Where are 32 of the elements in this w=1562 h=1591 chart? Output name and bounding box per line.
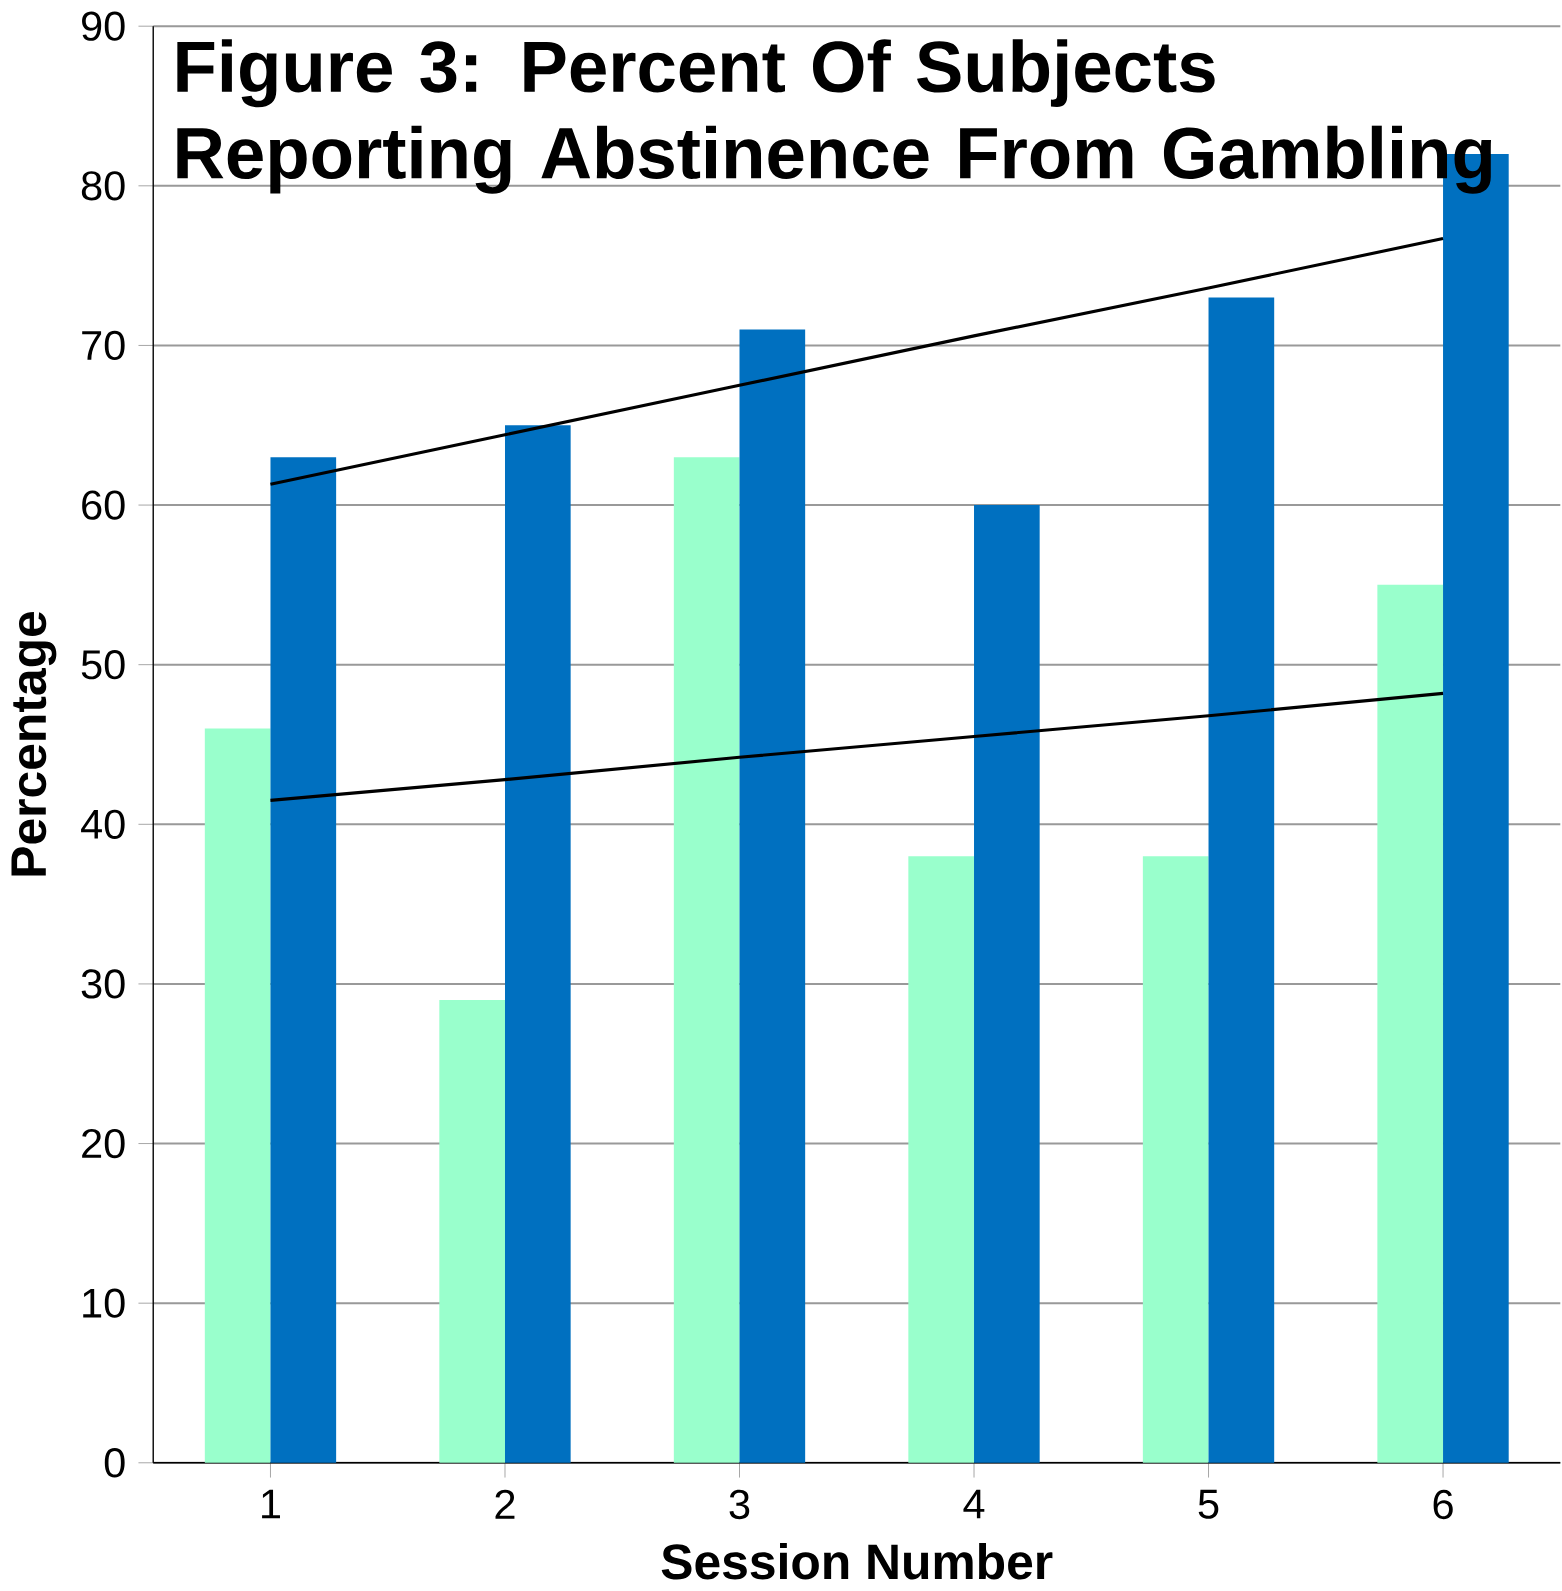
x-tick-label: 4 bbox=[963, 1489, 985, 1519]
bar bbox=[908, 856, 975, 1463]
y-tick-label: 60 bbox=[82, 490, 125, 520]
y-tick-label: 20 bbox=[82, 1128, 125, 1159]
bar bbox=[1143, 856, 1209, 1463]
bar bbox=[439, 999, 506, 1463]
y-tick-label: 30 bbox=[81, 969, 125, 999]
bar bbox=[674, 457, 740, 1463]
line-series bbox=[269, 236, 1445, 486]
bar bbox=[1377, 584, 1444, 1463]
y-axis-title: Percentage bbox=[11, 611, 57, 876]
x-tick-label: 2 bbox=[495, 1489, 515, 1519]
line-series bbox=[269, 691, 1445, 802]
bar bbox=[739, 329, 806, 1463]
bar bbox=[974, 505, 1040, 1463]
bar bbox=[505, 425, 571, 1463]
x-tick-label: 6 bbox=[1433, 1489, 1453, 1520]
y-tick-label: 70 bbox=[82, 330, 125, 361]
y-tick-label: 80 bbox=[82, 171, 125, 201]
text: Figure 3: Percent Of Subjects Reporting Abstinence From Gambling bbox=[177, 39, 1492, 194]
bar bbox=[270, 457, 337, 1463]
x-axis-title: Session Number bbox=[661, 1542, 1053, 1580]
y-tick-label: 40 bbox=[81, 809, 125, 839]
x-tick-label: 5 bbox=[1198, 1489, 1219, 1519]
bar bbox=[1208, 297, 1275, 1463]
y-tick-label: 0 bbox=[105, 1448, 125, 1478]
y-tick-label: 10 bbox=[83, 1288, 125, 1318]
bar bbox=[205, 728, 271, 1463]
y-tick-label: 50 bbox=[81, 650, 125, 680]
x-tick-label: 1 bbox=[262, 1489, 281, 1519]
x-tick-label: 3 bbox=[729, 1489, 750, 1520]
y-tick-label: 90 bbox=[82, 11, 125, 41]
